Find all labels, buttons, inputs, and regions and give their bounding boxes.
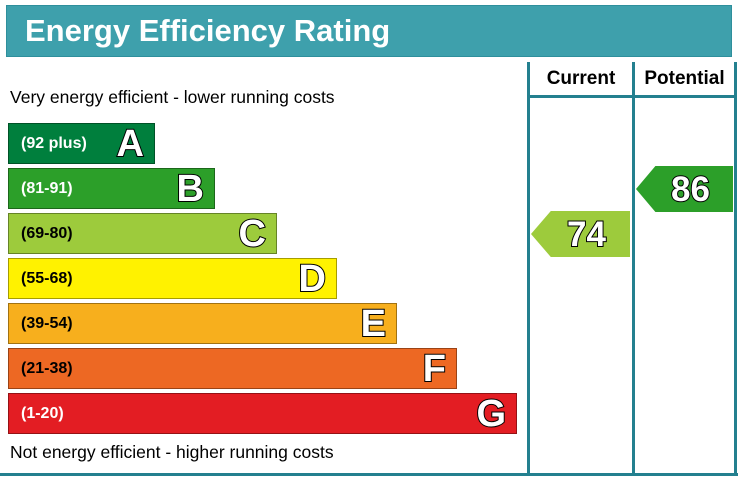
band-row-e: (39-54) E: [8, 303, 397, 344]
band-letter: E: [360, 302, 387, 345]
band-row-g: (1-20) G: [8, 393, 517, 434]
grid-line-header-bottom: [527, 95, 737, 98]
band-letter: A: [116, 122, 145, 165]
title-bar: Energy Efficiency Rating: [6, 5, 732, 57]
band-letter: F: [422, 347, 447, 390]
band-row-b: (81-91) B: [8, 168, 215, 209]
band-range-label: (39-54): [21, 314, 73, 332]
band-row-c: (69-80) C: [8, 213, 277, 254]
chart-title: Energy Efficiency Rating: [25, 13, 391, 48]
current-rating-arrow: 74: [531, 211, 630, 257]
potential-rating-value: 86: [670, 169, 711, 209]
grid-line-chart-bottom: [0, 473, 738, 476]
band-range-label: (55-68): [21, 269, 73, 287]
caption-inefficient: Not energy efficient - higher running co…: [10, 442, 334, 462]
current-rating-value: 74: [566, 214, 607, 254]
grid-line-right-edge: [734, 62, 737, 476]
caption-efficient: Very energy efficient - lower running co…: [10, 87, 335, 107]
band-row-a: (92 plus) A: [8, 123, 155, 164]
column-header-current: Current: [546, 68, 616, 89]
grid-line-potential-left: [632, 62, 635, 476]
band-range-label: (81-91): [21, 179, 73, 197]
band-range-label: (69-80): [21, 224, 73, 242]
column-header-potential: Potential: [644, 68, 725, 89]
band-letter: C: [238, 212, 267, 255]
grid-line-current-left: [527, 62, 530, 476]
band-range-label: (1-20): [21, 404, 64, 422]
band-row-d: (55-68) D: [8, 258, 337, 299]
band-range-label: (21-38): [21, 359, 73, 377]
band-range-label: (92 plus): [21, 134, 87, 152]
band-row-f: (21-38) F: [8, 348, 457, 389]
band-letter: G: [475, 392, 507, 435]
potential-rating-arrow: 86: [636, 166, 733, 212]
band-letter: D: [298, 257, 327, 300]
band-letter: B: [176, 167, 205, 210]
